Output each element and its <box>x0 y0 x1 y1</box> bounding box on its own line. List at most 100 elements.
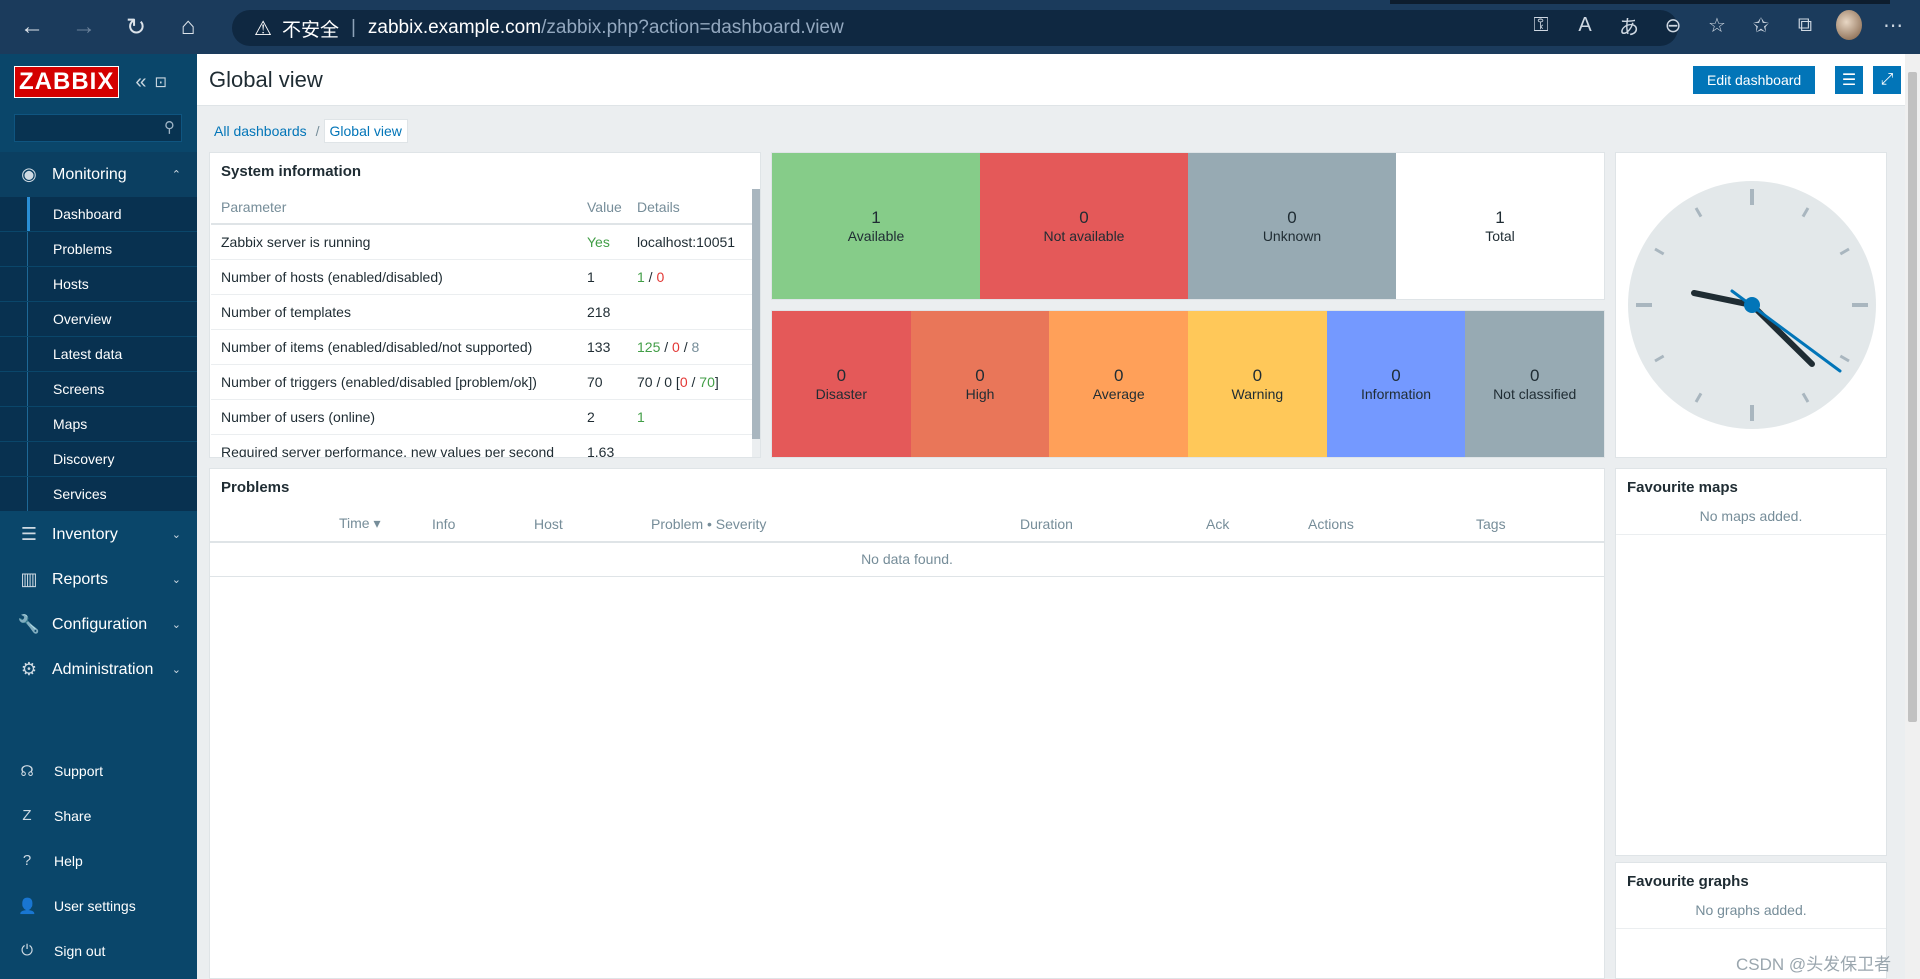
label: Information <box>1361 386 1432 402</box>
collapse-sidebar-icon[interactable]: « <box>135 70 147 93</box>
logo-row: ZABBIX « ⊡ <box>0 54 197 110</box>
search-icon[interactable]: ⚲ <box>164 119 175 136</box>
browser-toolbar: ← → ↻ ⌂ ⚠ 不安全 | zabbix.example.com /zabb… <box>0 0 1920 54</box>
clock-center <box>1744 297 1760 313</box>
label: Average <box>1092 386 1145 402</box>
menu-reports[interactable]: ▥ Reports ⌄ <box>0 557 197 602</box>
details-cell: 125 / 0 / 8 <box>627 329 752 365</box>
enabled-count: 125 <box>637 338 661 355</box>
submenu-services[interactable]: Services <box>0 477 197 512</box>
disabled-count: 0 <box>656 268 665 285</box>
table-row: Number of users (online) 2 1 <box>211 399 752 435</box>
table-row: Number of triggers (enabled/disabled [pr… <box>211 364 752 400</box>
clock-tick <box>1801 207 1810 218</box>
favourite-graphs-widget: Favourite graphs No graphs added. <box>1615 862 1887 979</box>
widget-title: Favourite graphs <box>1627 873 1749 890</box>
submenu-problems-label: Problems <box>53 241 113 257</box>
table-row: Number of templates 218 <box>211 294 752 330</box>
link-help[interactable]: ? Help <box>0 838 197 883</box>
menu-configuration[interactable]: 🔧 Configuration ⌄ <box>0 602 197 647</box>
page-scrollbar-thumb[interactable] <box>1908 72 1917 722</box>
submenu-hosts[interactable]: Hosts <box>0 267 197 302</box>
forward-icon[interactable]: → <box>72 13 96 40</box>
menu-inventory[interactable]: ☰ Inventory ⌄ <box>0 512 197 557</box>
refresh-icon[interactable]: ↻ <box>125 13 147 41</box>
link-share[interactable]: Z Share <box>0 793 197 838</box>
host-availability-total[interactable]: 1 Total <box>1396 153 1604 299</box>
address-bar[interactable]: ⚠ 不安全 | zabbix.example.com /zabbix.php?a… <box>232 10 1678 46</box>
favorite-add-icon[interactable]: ☆ <box>1708 14 1726 37</box>
link-user-settings[interactable]: 👤 User settings <box>0 883 197 928</box>
scrollbar-thumb[interactable] <box>752 189 760 439</box>
triggers-suffix: ] <box>714 373 719 390</box>
autohide-icon[interactable]: ⊡ <box>154 74 168 91</box>
submenu-problems[interactable]: Problems <box>0 232 197 267</box>
breadcrumb-current[interactable]: Global view <box>323 119 408 143</box>
clock-widget <box>1615 152 1887 458</box>
favorites-icon[interactable]: ✩ <box>1752 14 1770 37</box>
key-icon[interactable]: ⚿ <box>1533 13 1549 36</box>
label: Warning <box>1231 386 1284 402</box>
main-content: Global view Edit dashboard ☰ ⤢ All dashb… <box>197 54 1920 979</box>
home-icon[interactable]: ⌂ <box>180 13 196 40</box>
menu-administration[interactable]: ⚙ Administration ⌄ <box>0 647 197 692</box>
menu-monitoring-label: Monitoring <box>52 165 127 183</box>
read-aloud-icon[interactable]: A <box>1578 13 1592 36</box>
submenu-guide <box>27 477 28 511</box>
submenu-guide <box>27 337 28 371</box>
column-problem-severity: Problem • Severity <box>651 506 1020 543</box>
details-cell <box>627 294 752 330</box>
widget-scrollbar[interactable] <box>752 189 760 457</box>
submenu-dashboard[interactable]: Dashboard <box>0 197 197 232</box>
value-cell: 2 <box>577 399 627 435</box>
severity-not-classified[interactable]: 0 Not classified <box>1465 311 1605 457</box>
zabbix-logo[interactable]: ZABBIX <box>14 66 120 98</box>
dashboard-menu-icon[interactable]: ☰ <box>1835 66 1863 94</box>
watermark: CSDN @头发保卫者 <box>1736 955 1892 974</box>
severity-warning[interactable]: 0 Warning <box>1188 311 1327 457</box>
severity-average[interactable]: 0 Average <box>1049 311 1189 457</box>
link-support[interactable]: ☊ Support <box>0 748 197 793</box>
submenu-overview[interactable]: Overview <box>0 302 197 337</box>
severity-high[interactable]: 0 High <box>910 311 1050 457</box>
link-sign-out[interactable]: ⏻ Sign out <box>0 928 197 973</box>
edit-dashboard-button[interactable]: Edit dashboard <box>1693 66 1816 94</box>
column-header: Value <box>577 190 627 225</box>
online-count: 1 <box>637 408 645 425</box>
submenu-services-label: Services <box>53 486 107 502</box>
hour-hand <box>1691 290 1755 308</box>
submenu-screens[interactable]: Screens <box>0 372 197 407</box>
menu-monitoring[interactable]: ◉ Monitoring ⌃ <box>0 152 197 197</box>
fullscreen-icon[interactable]: ⤢ <box>1873 66 1901 94</box>
zoom-out-icon[interactable]: ⊖ <box>1664 14 1682 37</box>
more-icon[interactable]: ⋯ <box>1883 14 1903 37</box>
translate-icon[interactable]: あ <box>1619 16 1639 39</box>
submenu-guide <box>27 267 28 301</box>
breadcrumb-all-dashboards[interactable]: All dashboards <box>214 123 307 139</box>
submenu-latest-data[interactable]: Latest data <box>0 337 197 372</box>
profile-avatar[interactable] <box>1836 10 1862 40</box>
column-tags: Tags <box>1476 506 1604 543</box>
share-icon: Z <box>22 807 32 824</box>
sidebar-bottom-links: ☊ Support Z Share ? Help 👤 User settings ⏻ Si… <box>0 748 197 973</box>
severity-information[interactable]: 0 Information <box>1326 311 1466 457</box>
count: 0 <box>836 366 847 385</box>
page-scrollbar[interactable] <box>1905 54 1920 979</box>
severity-disaster[interactable]: 0 Disaster <box>772 311 911 457</box>
submenu-discovery[interactable]: Discovery <box>0 442 197 477</box>
host-availability-available[interactable]: 1 Available <box>772 153 980 299</box>
count: 1 <box>1495 208 1505 227</box>
value-cell: 70 <box>577 364 627 400</box>
submenu-maps[interactable]: Maps <box>0 407 197 442</box>
column-duration: Duration <box>1020 506 1206 543</box>
details-cell: 70 / 0 [0 / 70] <box>627 364 752 400</box>
host-availability-unknown[interactable]: 0 Unknown <box>1188 153 1396 299</box>
collections-icon[interactable]: ⧉ <box>1797 13 1813 36</box>
address-separator: | <box>350 17 356 38</box>
back-icon[interactable]: ← <box>20 13 44 40</box>
label: Disaster <box>815 386 868 402</box>
column-time[interactable]: Time ▾ <box>339 506 432 543</box>
host-availability-not-available[interactable]: 0 Not available <box>980 153 1188 299</box>
menu-reports-label: Reports <box>52 570 109 588</box>
sidebar-search-input[interactable]: ⚲ <box>14 114 182 142</box>
